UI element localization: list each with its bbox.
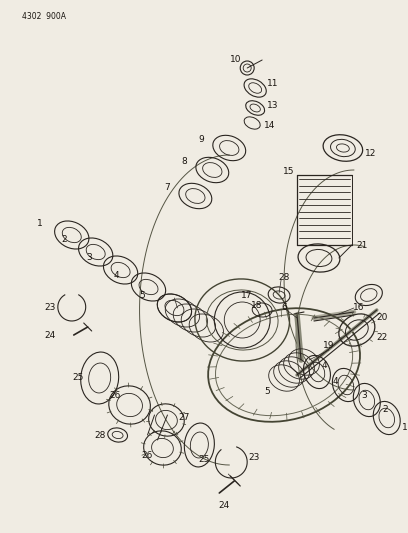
Text: 23: 23	[248, 454, 260, 463]
Text: 1: 1	[37, 219, 43, 228]
Text: 20: 20	[376, 313, 388, 322]
Text: 2: 2	[382, 406, 388, 415]
Text: 12: 12	[365, 149, 377, 157]
Text: 10: 10	[229, 55, 241, 64]
Text: 28: 28	[94, 431, 105, 440]
Text: 6: 6	[281, 303, 287, 312]
Text: 13: 13	[267, 101, 279, 110]
Text: 2: 2	[61, 236, 67, 245]
Text: 24: 24	[219, 500, 230, 510]
Text: 18: 18	[251, 301, 263, 310]
Text: 16: 16	[353, 303, 365, 312]
Text: 28: 28	[278, 273, 290, 282]
Text: 7: 7	[164, 183, 170, 192]
Text: 9: 9	[198, 135, 204, 144]
Text: 3: 3	[86, 254, 91, 262]
Text: 17: 17	[242, 290, 253, 300]
Text: 27: 27	[179, 414, 190, 423]
Text: 26: 26	[109, 391, 120, 400]
Text: 8: 8	[182, 157, 187, 166]
Text: 15: 15	[283, 167, 295, 176]
Text: 1: 1	[402, 424, 408, 432]
Text: 25: 25	[72, 374, 83, 383]
Text: 24: 24	[44, 330, 55, 340]
Text: 4: 4	[321, 360, 327, 369]
Text: 5: 5	[140, 292, 145, 301]
Text: 26: 26	[142, 450, 153, 459]
Text: 4: 4	[332, 377, 338, 386]
Text: 23: 23	[44, 303, 55, 311]
Text: 19: 19	[323, 341, 335, 350]
Text: 11: 11	[267, 79, 279, 88]
Text: 22: 22	[376, 334, 387, 343]
Text: 25: 25	[199, 456, 210, 464]
Text: 5: 5	[264, 387, 270, 397]
Text: 3: 3	[361, 391, 367, 400]
Text: 4302  900A: 4302 900A	[22, 12, 66, 21]
Text: 14: 14	[264, 120, 276, 130]
Text: 4: 4	[114, 271, 120, 279]
Text: 21: 21	[356, 240, 368, 249]
